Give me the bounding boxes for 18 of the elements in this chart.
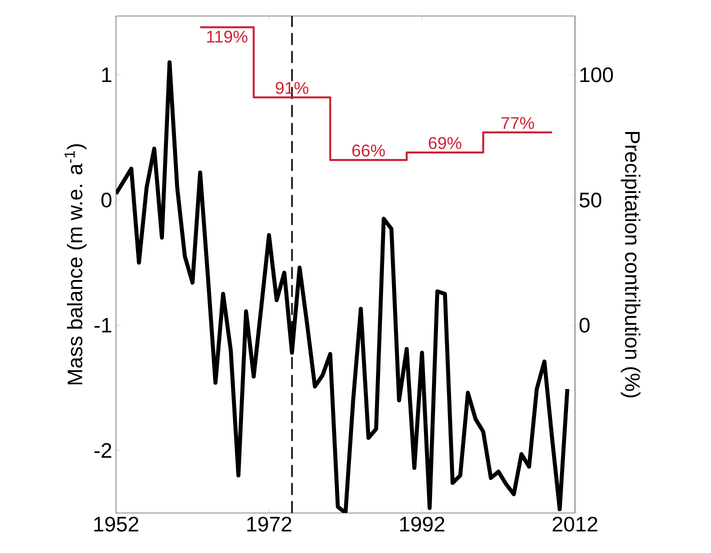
- data-label: 77%: [501, 117, 534, 130]
- y-tick-label: 1: [102, 68, 112, 82]
- x-tick-label: 1952: [94, 516, 138, 532]
- y-tick-label: -2: [94, 443, 112, 458]
- y-tick-label: -1: [94, 318, 112, 332]
- data-label: 69%: [428, 137, 462, 150]
- x-tick-label: 1992: [400, 516, 444, 532]
- y2-tick-label: 100: [580, 67, 613, 82]
- y-axis-title: Mass balance (m w.e. a$^{-1}$): [64, 144, 87, 384]
- data-label: 66%: [352, 144, 385, 157]
- y2-tick-label: 0: [580, 318, 590, 333]
- y-tick-label: 0: [101, 192, 112, 208]
- x-tick-label: 2012: [552, 516, 598, 532]
- data-label: 91%: [276, 82, 308, 94]
- x-tick-label: 1972: [247, 516, 292, 532]
- y2-tick-label: 50: [580, 192, 602, 208]
- data-label: 119%: [207, 30, 248, 43]
- y2-axis-title: Precipitation contribution (%): [620, 132, 640, 398]
